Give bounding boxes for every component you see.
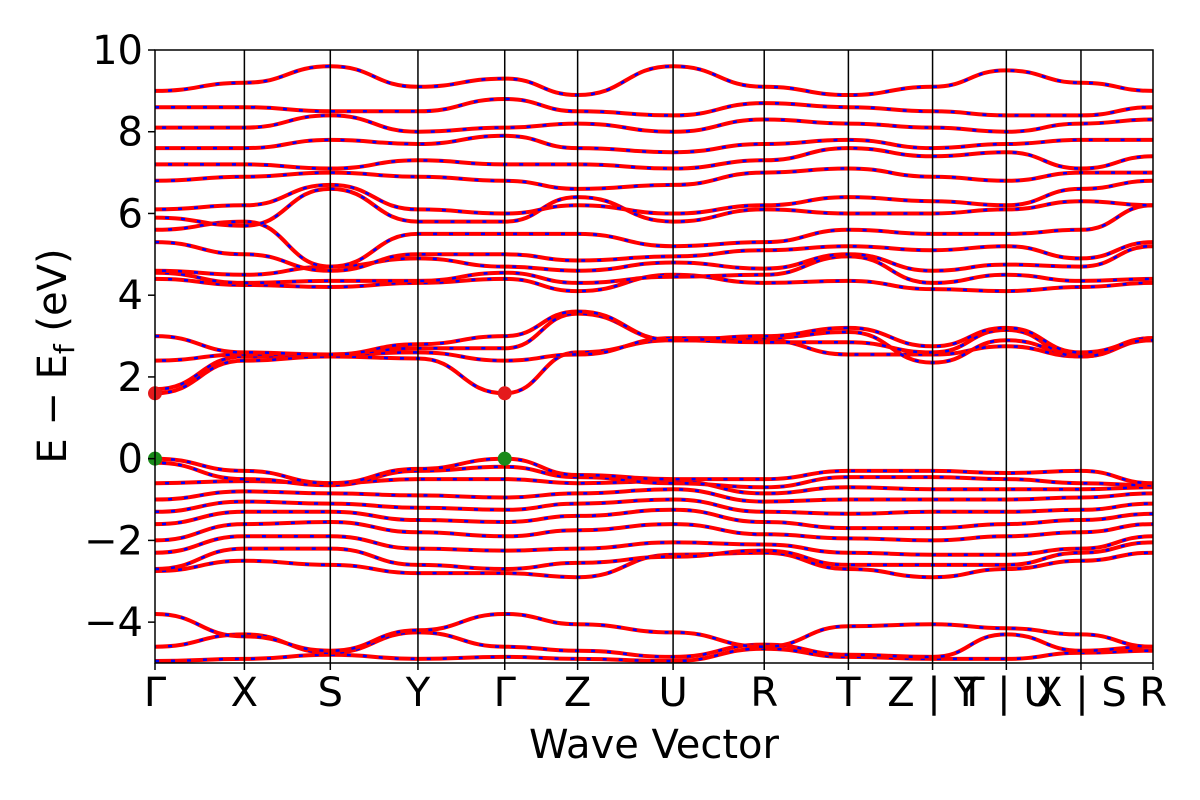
x-axis-ticks: Γ X S Y Γ Z U R T Z | YT | UX | S R [144,663,1167,716]
vbm-marker-4 [497,451,512,466]
x-tick-label: U [658,670,687,716]
y-tick-label: 10 [92,28,143,74]
x-tick-label: S [318,670,343,716]
x-tick-label: Γ [494,670,517,716]
kpoint-boundary-lines [243,50,1082,663]
x-tick-label: R [1139,670,1167,716]
band-22-dash [155,204,1153,268]
x-tick-label: X | S [1035,670,1127,716]
x-axis-label: Wave Vector [529,722,780,768]
x-tick-label: T [835,670,861,716]
band-3-dash [155,612,1153,652]
y-tick-label: −2 [84,518,143,564]
x-tick-label: R [750,670,778,716]
y-tick-label: 0 [118,437,143,483]
band-23-dash [155,187,1153,227]
x-tick-label: T | U [959,670,1053,716]
y-axis-label: E − Ef (eV) [30,248,81,463]
y-axis-label-unit: (eV) [30,248,76,344]
y-tick-label: 4 [118,273,143,319]
y-tick-label: −4 [84,600,143,646]
y-axis-ticks: −4 −2 0 2 4 6 8 10 [84,28,155,646]
y-tick-label: 6 [118,191,143,237]
x-tick-label: Z | Y [887,670,978,716]
x-tick-label: Γ [144,670,167,716]
band-6-dash [155,535,1153,556]
x-tick-label: X [231,670,258,716]
cbm-marker-2 [497,386,512,401]
y-tick-label: 8 [118,110,143,156]
y-axis-label-main: E − E [30,354,76,464]
x-tick-label: Z [564,670,591,716]
band-29-dash [155,97,1153,117]
band-7 [155,519,1153,543]
y-tick-label: 2 [118,355,143,401]
y-axis-label-subscript: f [48,343,81,354]
band-8 [155,507,1153,531]
plot-frame [154,49,1154,664]
x-tick-label: Y [405,670,431,716]
